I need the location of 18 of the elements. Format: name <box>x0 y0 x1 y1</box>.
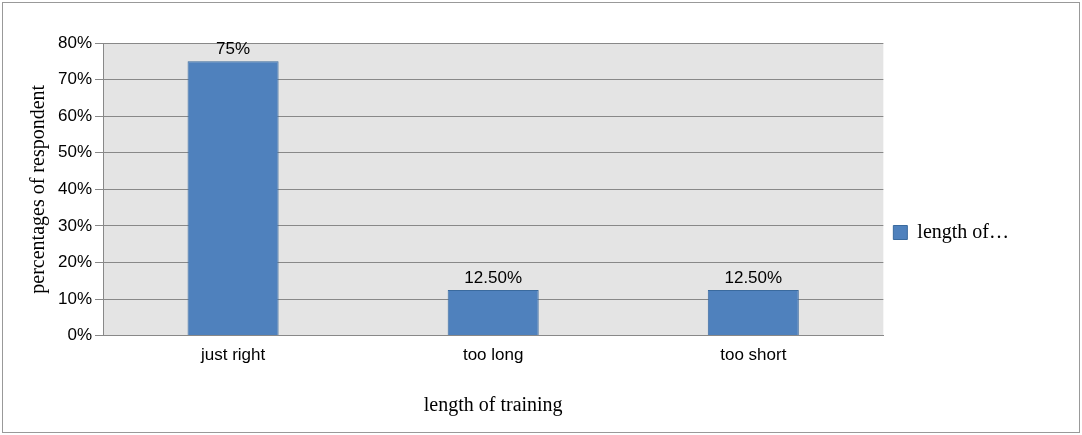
y-tick-label: 0% <box>67 325 93 345</box>
y-tick-label: 50% <box>57 142 93 162</box>
data-label: 12.50% <box>464 268 523 288</box>
x-axis-title: length of training <box>423 393 563 417</box>
y-tick-label: 70% <box>57 69 93 89</box>
y-tick-label: 60% <box>57 105 93 125</box>
y-axis-title: percentages of respondent <box>26 84 50 294</box>
y-tick-label: 20% <box>57 252 93 272</box>
y-tick-label: 30% <box>57 215 93 235</box>
data-label: 12.50% <box>724 268 783 288</box>
y-tick-label: 40% <box>57 178 93 198</box>
x-tick-label: too short <box>720 345 787 365</box>
x-tick-label: too long <box>462 345 524 365</box>
legend-label: length of… <box>917 219 1010 243</box>
y-tick-label: 80% <box>57 32 93 52</box>
data-label: 75% <box>216 39 251 59</box>
x-tick-label: just right <box>199 345 266 365</box>
y-tick-label: 10% <box>57 288 93 308</box>
